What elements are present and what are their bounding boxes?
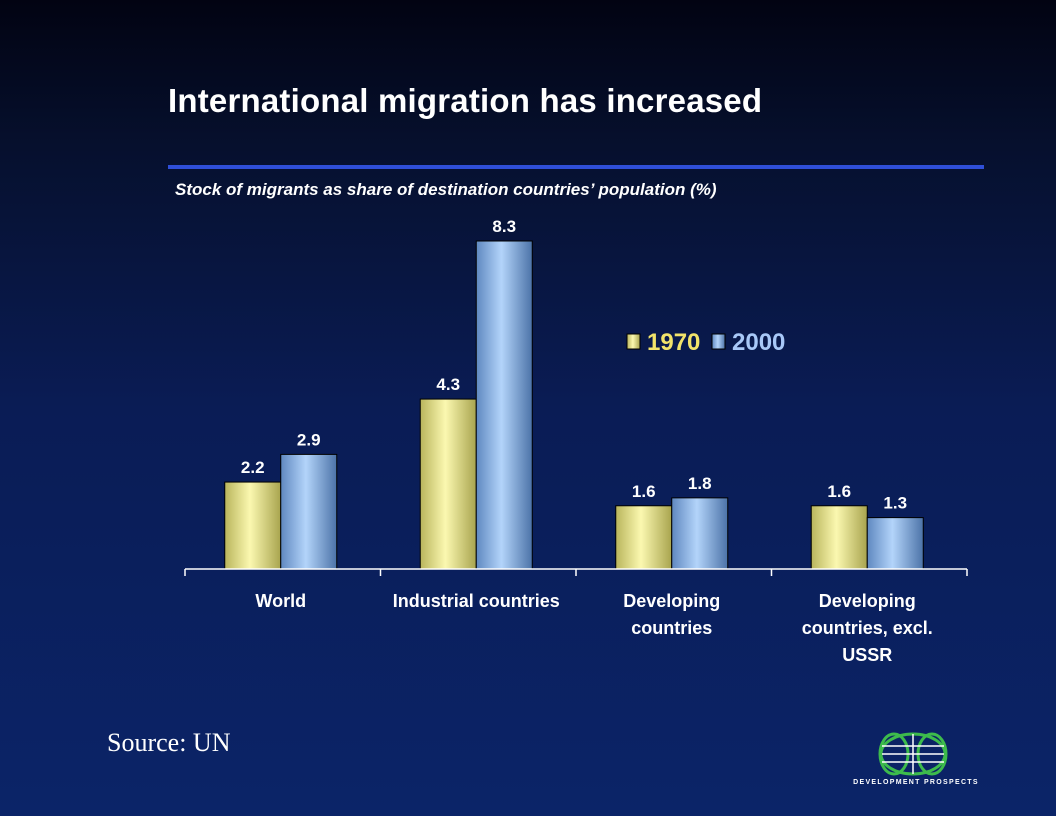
category-label-3-0: Developing [819,591,916,611]
value-label-2000-2: 1.8 [688,474,712,493]
value-label-1970-1: 4.3 [436,375,460,394]
bar-2000-0 [280,453,338,570]
bar-2000-2 [671,497,729,570]
category-label-0-0: World [255,591,306,611]
category-label-3-1: countries, excl. [802,618,933,638]
title-divider [168,165,984,169]
bar-1970-3 [810,505,868,570]
legend-label-1970: 1970 [647,329,700,356]
value-label-2000-0: 2.9 [297,430,321,449]
value-label-2000-3: 1.3 [883,494,907,513]
value-label-1970-0: 2.2 [241,458,265,477]
legend-label-2000: 2000 [732,329,785,356]
bar-chart: 2.2 2.9 World 4.3 8.3 Industrial countries 1.6… [224,217,933,665]
value-label-1970-2: 1.6 [632,482,656,501]
value-label-1970-3: 1.6 [827,482,851,501]
bar-1970-0 [224,481,282,570]
logo-text: DEVELOPMENT PROSPECTS [853,779,979,786]
category-label-3-2: USSR [842,645,892,665]
legend-swatch-1970 [626,333,641,350]
value-label-2000-1: 8.3 [492,217,516,236]
page-title: International migration has increased [168,82,763,119]
bar-1970-2 [615,505,673,570]
source-note: Source: UN [107,728,231,757]
globe-icon [878,732,948,776]
bar-1970-1 [419,398,477,570]
category-label-1-0: Industrial countries [393,591,560,611]
legend-swatch-2000 [711,333,726,350]
chart-title: Stock of migrants as share of destinatio… [175,180,717,199]
bar-2000-1 [475,240,533,570]
category-label-2-1: countries [631,618,712,638]
category-label-2-0: Developing [623,591,720,611]
bar-2000-3 [866,517,924,570]
